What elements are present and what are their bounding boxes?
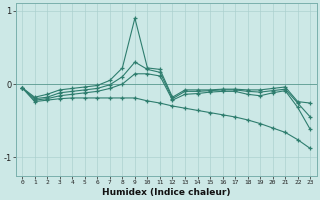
- X-axis label: Humidex (Indice chaleur): Humidex (Indice chaleur): [102, 188, 230, 197]
